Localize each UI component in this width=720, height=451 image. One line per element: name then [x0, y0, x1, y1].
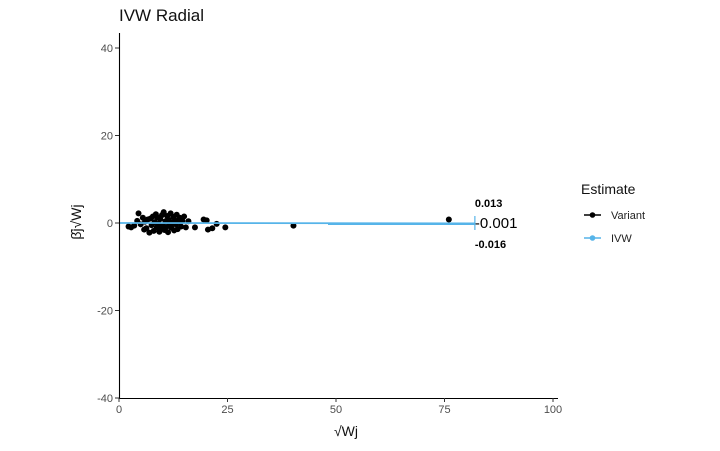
legend-dot-variant [589, 212, 596, 218]
variant-point [160, 209, 167, 216]
x-tick-label: 50 [330, 404, 342, 416]
ivw-estimate-label: -0.001 [475, 215, 518, 232]
x-axis-title: √Wj [334, 423, 358, 439]
y-axis-label: β̂j√Wj [68, 204, 84, 239]
legend: Estimate Variant IVW [581, 181, 645, 245]
y-ticks: -40 -20 0 20 40 [97, 43, 119, 405]
variant-point [135, 210, 142, 217]
legend-label-ivw: IVW [611, 233, 632, 245]
variant-point [445, 216, 452, 223]
y-tick-label: 40 [101, 43, 113, 55]
variant-point [290, 222, 297, 229]
x-ticks: 0 25 50 75 100 [116, 398, 562, 416]
variant-point [165, 229, 172, 236]
ivw-lower-label: -0.016 [475, 239, 506, 251]
variant-point [143, 225, 150, 232]
x-tick-label: 25 [221, 404, 233, 416]
variant-point [181, 213, 188, 220]
variant-point [209, 225, 216, 232]
ivw-layer: 0.013 -0.001 -0.016 [118, 198, 518, 251]
y-tick-label: 0 [107, 218, 113, 230]
variant-point [131, 222, 138, 229]
ivw-upper-label: 0.013 [475, 198, 503, 210]
y-axis-title: β̂j√Wj [68, 204, 84, 239]
legend-title: Estimate [581, 181, 636, 197]
y-tick-label: -40 [97, 393, 113, 405]
y-tick-label: 20 [101, 131, 113, 143]
variant-point [203, 217, 210, 224]
x-axis-label: √Wj [334, 423, 358, 439]
variant-point [178, 223, 185, 230]
legend-label-variant: Variant [611, 210, 645, 222]
legend-dot-ivw [589, 235, 596, 241]
chart-title: IVW Radial [119, 6, 204, 25]
y-tick-label: -20 [97, 306, 113, 318]
x-tick-label: 100 [544, 404, 562, 416]
x-tick-label: 75 [438, 404, 450, 416]
variant-point [222, 224, 229, 231]
x-tick-label: 0 [116, 404, 122, 416]
variant-point [191, 224, 198, 231]
legend-item-ivw: IVW [584, 233, 632, 245]
legend-item-variant: Variant [584, 210, 645, 222]
variant-point [182, 224, 189, 231]
